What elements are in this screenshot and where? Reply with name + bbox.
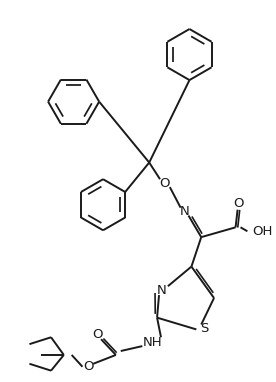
Text: O: O <box>92 328 102 341</box>
Text: OH: OH <box>252 225 273 238</box>
Text: N: N <box>157 284 167 297</box>
Text: NH: NH <box>142 336 162 349</box>
Text: N: N <box>180 205 189 218</box>
Text: O: O <box>233 197 244 210</box>
Text: O: O <box>83 360 94 373</box>
Text: S: S <box>200 322 208 335</box>
Text: O: O <box>160 176 170 189</box>
